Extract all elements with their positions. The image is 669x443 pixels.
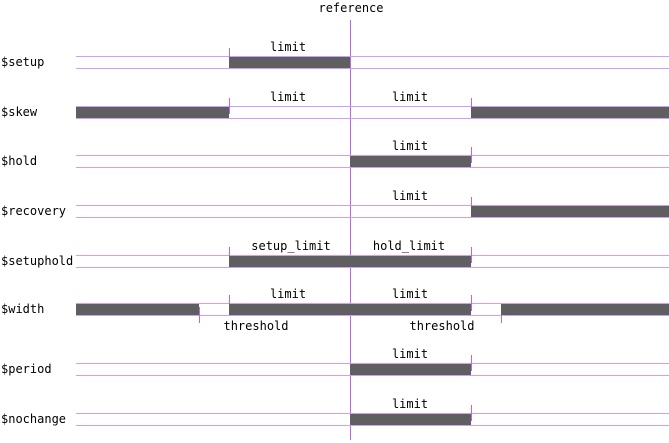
row-label: $skew — [1, 105, 38, 119]
timing-bar — [471, 206, 669, 217]
timing-bar — [501, 304, 669, 315]
rail-line-top — [76, 413, 669, 414]
rail-line-bottom — [76, 267, 669, 268]
hold-limit-label: hold_limit — [372, 239, 446, 253]
timing-bar — [76, 107, 229, 118]
rail-line-top — [76, 155, 669, 156]
rail-line-top — [76, 255, 669, 256]
timing-bar — [229, 57, 350, 68]
tick-mark — [229, 295, 230, 311]
tick-mark — [471, 147, 472, 163]
tick-mark — [199, 307, 200, 323]
timing-bar — [471, 107, 669, 118]
timing-bar — [350, 156, 471, 167]
tick-mark — [471, 197, 472, 213]
rail-line-top — [76, 205, 669, 206]
rail-line-bottom — [76, 118, 669, 119]
tick-mark — [471, 405, 472, 421]
rail-line-top — [76, 56, 669, 57]
rail-line-top — [76, 106, 669, 107]
rail-line-bottom — [76, 217, 669, 218]
timing-bar — [350, 414, 471, 425]
threshold-label: threshold — [223, 319, 289, 333]
reference-label: reference — [318, 1, 384, 15]
tick-mark — [229, 98, 230, 114]
limit-label: limit — [391, 347, 429, 361]
rail-line-top — [76, 303, 669, 304]
row-label: $hold — [1, 154, 38, 168]
limit-label: limit — [269, 90, 307, 104]
limit-label: limit — [391, 90, 429, 104]
timing-bar — [350, 364, 471, 375]
row-label: $width — [1, 302, 45, 316]
limit-label: limit — [269, 287, 307, 301]
tick-mark — [501, 307, 502, 323]
rail-line-bottom — [76, 68, 669, 69]
tick-mark — [471, 247, 472, 263]
tick-mark — [229, 48, 230, 64]
rail-line-bottom — [76, 167, 669, 168]
rail-line-bottom — [76, 375, 669, 376]
tick-mark — [471, 98, 472, 114]
row-label: $recovery — [1, 204, 67, 218]
tick-mark — [229, 247, 230, 263]
limit-label: limit — [391, 139, 429, 153]
limit-label: limit — [391, 189, 429, 203]
rail-line-top — [76, 363, 669, 364]
rail-line-bottom — [76, 315, 669, 316]
row-label: $setuphold — [1, 254, 74, 268]
limit-label: limit — [269, 40, 307, 54]
reference-line — [350, 20, 351, 440]
timing-bar — [229, 256, 471, 267]
setup-limit-label: setup_limit — [251, 239, 331, 253]
timing-bar — [76, 304, 199, 315]
tick-mark — [471, 355, 472, 371]
limit-label: limit — [391, 287, 429, 301]
limit-label: limit — [391, 397, 429, 411]
rail-line-bottom — [76, 425, 669, 426]
threshold-label: threshold — [409, 319, 475, 333]
row-label: $nochange — [1, 412, 67, 426]
timing-bar — [229, 304, 471, 315]
tick-mark — [471, 295, 472, 311]
row-label: $setup — [1, 55, 45, 69]
row-label: $period — [1, 362, 52, 376]
